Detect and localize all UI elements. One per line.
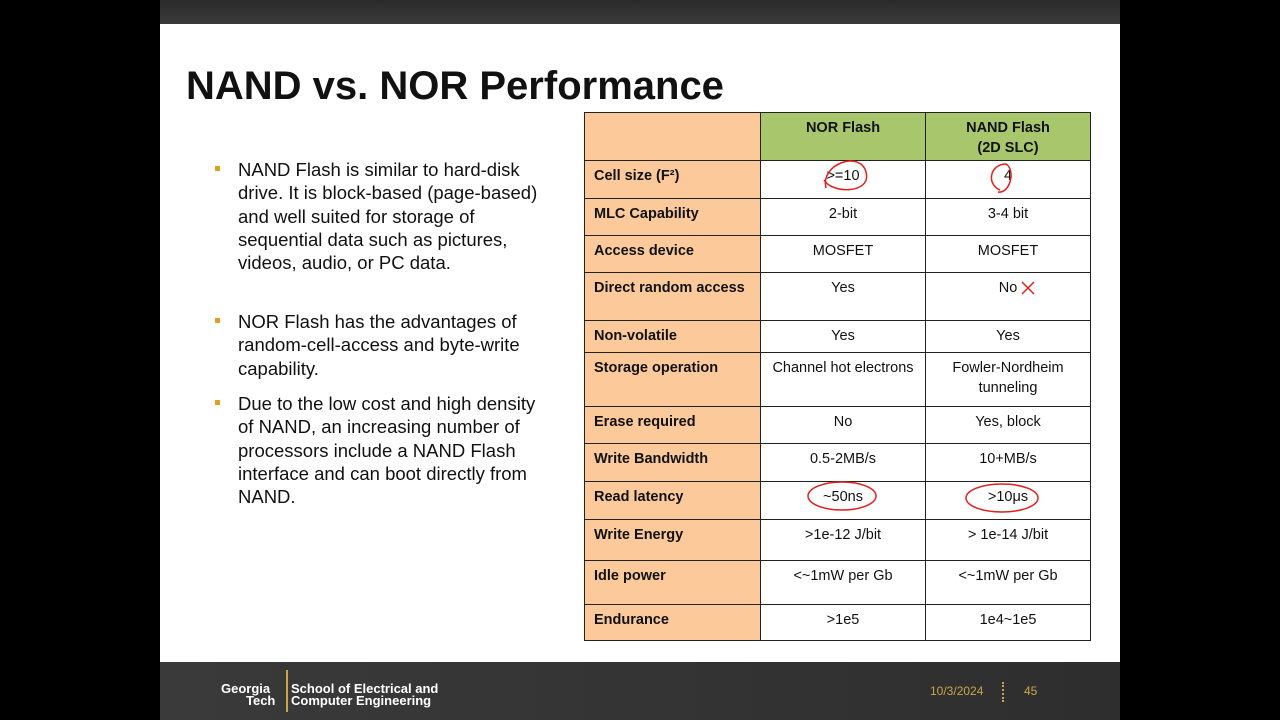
value-cell: Yes xyxy=(760,320,926,353)
logo-divider xyxy=(286,670,288,712)
row-label: Erase required xyxy=(584,406,761,444)
annotations xyxy=(807,160,1039,513)
row-label: MLC Capability xyxy=(584,198,761,236)
value-cell: Yes xyxy=(760,272,926,321)
row-label: Storage operation xyxy=(584,352,761,407)
bullet: NOR Flash has the advantages of random-c… xyxy=(215,310,550,380)
table-row: Non-volatile Yes Yes xyxy=(584,320,1091,353)
row-label: Direct random access xyxy=(584,272,761,321)
table-row: Endurance >1e5 1e4~1e5 xyxy=(584,604,1091,641)
slide: NAND vs. NOR Performance NAND Flash is s… xyxy=(160,24,1120,662)
annotation-circle xyxy=(823,160,868,191)
value-cell: 0.5-2MB/s xyxy=(760,443,926,482)
value-cell: 1e4~1e5 xyxy=(925,604,1091,641)
table-row: Idle power <~1mW per Gb <~1mW per Gb xyxy=(584,560,1091,605)
value-cell: Yes, block xyxy=(925,406,1091,444)
row-label: Idle power xyxy=(584,560,761,605)
bullet-marker xyxy=(215,318,220,323)
school-line1: School of Electrical and xyxy=(291,681,439,696)
footer: Georgia Tech School of Electrical and Co… xyxy=(160,662,1120,720)
value-cell: Fowler-Nordheim tunneling xyxy=(925,352,1091,407)
table-row: Access device MOSFET MOSFET xyxy=(584,235,1091,273)
top-bar xyxy=(160,0,1120,24)
header-cell: NOR Flash xyxy=(760,112,926,161)
row-label: Endurance xyxy=(584,604,761,641)
table-row: Storage operation Channel hot electrons Fo… xyxy=(584,352,1091,407)
header-row: NOR Flash NAND Flash (2D SLC) xyxy=(584,112,1091,161)
date: 10/3/2024 xyxy=(930,684,984,698)
slide-title: NAND vs. NOR Performance xyxy=(186,64,724,108)
school-line2: Computer Engineering xyxy=(291,693,432,708)
table-row: MLC Capability 2-bit 3-4 bit xyxy=(584,198,1091,236)
value-cell: >=10 xyxy=(760,160,926,199)
page-number: 45 xyxy=(1024,684,1038,698)
table-row: Write Energy >1e-12 J/bit > 1e-14 J/bit xyxy=(584,519,1091,561)
bullet: Due to the low cost and high density of … xyxy=(215,392,550,508)
value-cell: 3-4 bit xyxy=(925,198,1091,236)
header-corner xyxy=(584,112,761,161)
value-cell: >1e-12 J/bit xyxy=(760,519,926,561)
value-cell: <~1mW per Gb xyxy=(925,560,1091,605)
header-cell: NAND Flash (2D SLC) xyxy=(925,112,1091,161)
comparison-table: NOR Flash NAND Flash (2D SLC) Cell size (F²… xyxy=(584,112,1091,641)
annotation-circle xyxy=(807,481,877,511)
value-cell: MOSFET xyxy=(760,235,926,273)
value-cell: No xyxy=(760,406,926,444)
row-label: Access device xyxy=(584,235,761,273)
value-cell: 10+MB/s xyxy=(925,443,1091,482)
value-cell: ~50ns xyxy=(760,481,926,520)
value-cell: 2-bit xyxy=(760,198,926,236)
bullet: NAND Flash is similar to hard-disk drive… xyxy=(215,158,550,274)
separator xyxy=(1002,682,1004,702)
table-row: Direct random access Yes No xyxy=(584,272,1091,321)
annotation-circle xyxy=(965,483,1039,513)
annotation-cross xyxy=(1021,281,1035,295)
annotation-circle xyxy=(990,163,1012,193)
row-label: Cell size (F²) xyxy=(584,160,761,199)
value-cell: No xyxy=(925,272,1091,321)
bullet-marker xyxy=(215,400,220,405)
value-cell: MOSFET xyxy=(925,235,1091,273)
value-cell: Yes xyxy=(925,320,1091,353)
bullet-marker xyxy=(215,166,220,171)
value-cell: Channel hot electrons xyxy=(760,352,926,407)
logo-georgia: Georgia xyxy=(221,681,271,696)
row-label: Write Energy xyxy=(584,519,761,561)
logo-tech: Tech xyxy=(246,693,276,708)
value-cell: >1e5 xyxy=(760,604,926,641)
table-row: Erase required No Yes, block xyxy=(584,406,1091,444)
value-cell: > 1e-14 J/bit xyxy=(925,519,1091,561)
value-cell: >10μs xyxy=(925,481,1091,520)
